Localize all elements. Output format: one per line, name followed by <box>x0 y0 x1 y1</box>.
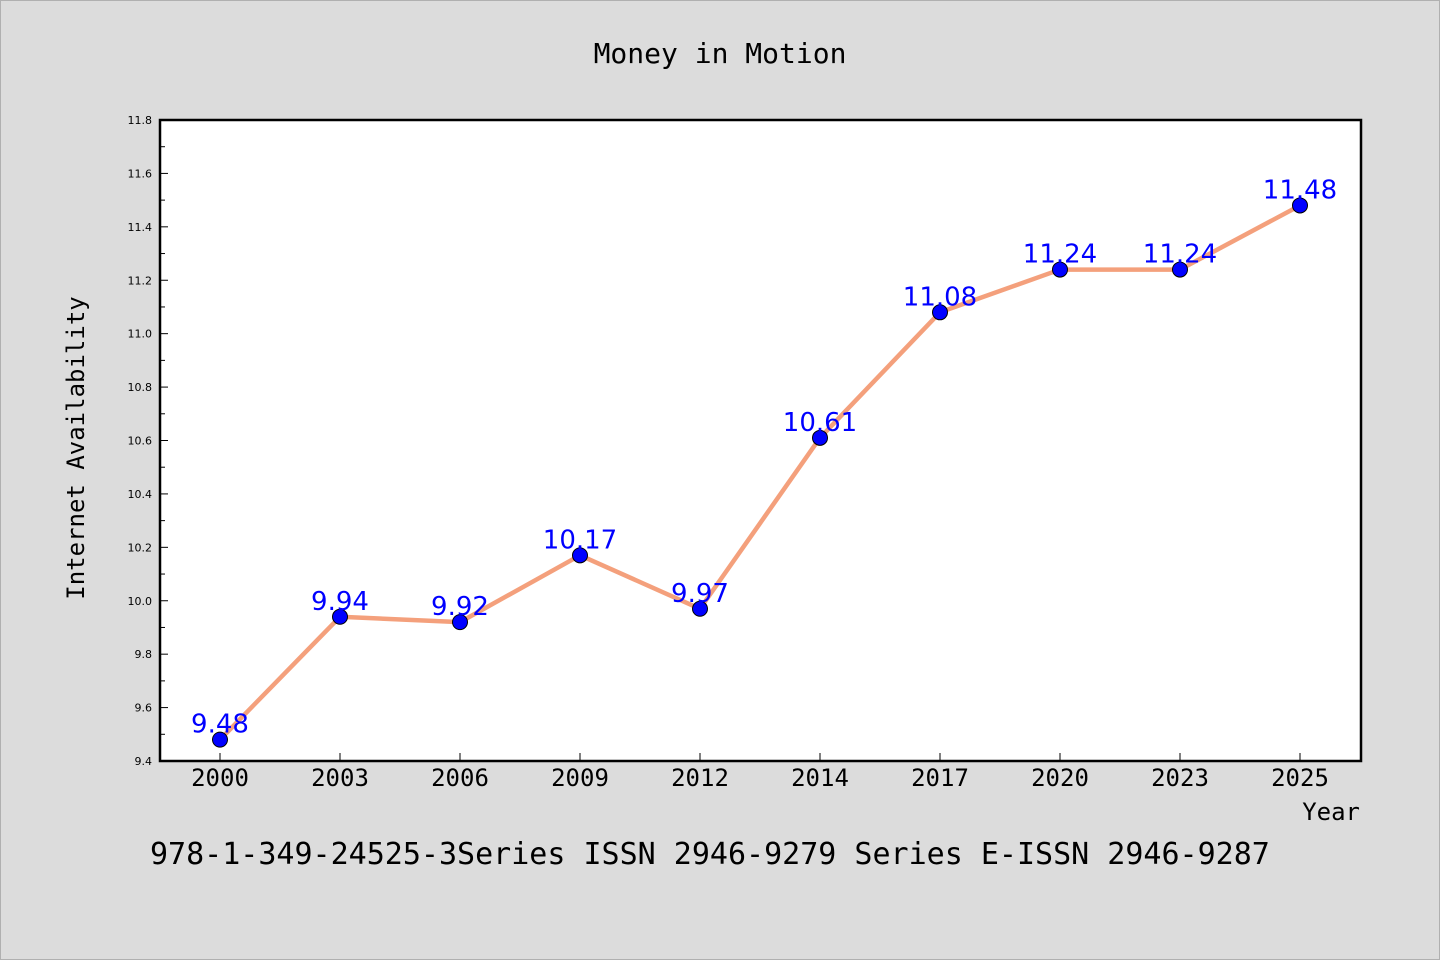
y-tick-label: 9.8 <box>135 648 153 661</box>
y-tick-label: 9.4 <box>135 755 153 768</box>
y-tick-label: 10.0 <box>128 595 153 608</box>
x-axis: 2000 2003 2006 2009 2012 2014 2017 2020 2023 2025 <box>191 753 1329 792</box>
y-tick-label: 11.8 <box>128 114 153 127</box>
data-point <box>452 614 468 631</box>
x-tick-label: 2012 <box>671 764 729 792</box>
series-line <box>218 203 1302 742</box>
data-label: 9.97 <box>671 579 729 609</box>
x-tick-label: 2000 <box>191 764 249 792</box>
data-label: 10.17 <box>543 525 617 555</box>
y-tick-label: 11.0 <box>128 328 153 341</box>
x-tick-label: 2020 <box>1031 764 1089 792</box>
data-label: 9.94 <box>311 587 369 617</box>
y-tick-label: 11.6 <box>128 167 153 180</box>
x-tick-label: 2017 <box>911 764 969 792</box>
data-label: 9.48 <box>191 710 249 740</box>
series <box>212 197 1308 748</box>
data-point <box>692 600 708 617</box>
data-point <box>1052 261 1068 278</box>
data-label: 11.08 <box>903 282 977 312</box>
y-axis-label: Internet Availability <box>62 296 90 599</box>
x-tick-label: 2006 <box>431 764 489 792</box>
x-tick-label: 2025 <box>1271 764 1329 792</box>
data-point <box>812 429 828 446</box>
y-tick-label: 10.2 <box>128 541 153 554</box>
data-point <box>332 608 348 625</box>
y-tick-label: 9.6 <box>135 702 153 715</box>
data-labels: 9.48 9.94 9.92 10.17 9.97 10.61 11.08 11.24 11.2… <box>191 175 1337 739</box>
data-label: 11.24 <box>1143 240 1217 270</box>
footer-isbn: 978-1-349-24525-3Series ISSN 2946-9279 S… <box>150 837 1270 872</box>
data-label: 11.24 <box>1023 240 1097 270</box>
y-tick-label: 10.6 <box>128 435 153 448</box>
y-tick-label: 10.4 <box>128 488 153 501</box>
y-axis: 9.4 9.6 9.8 10.0 10.2 10.4 10.6 10.8 11.0 11.2 11.… <box>128 114 168 768</box>
x-tick-label: 2023 <box>1151 764 1209 792</box>
data-label: 9.92 <box>431 592 489 622</box>
plot-area <box>158 118 1363 763</box>
data-point <box>572 547 588 564</box>
y-tick-label: 11.4 <box>128 221 153 234</box>
data-label: 11.48 <box>1263 175 1337 205</box>
x-tick-label: 2014 <box>791 764 849 792</box>
data-point <box>932 304 948 321</box>
x-tick-label: 2003 <box>311 764 369 792</box>
x-axis-label: Year <box>1302 798 1360 826</box>
y-tick-label: 10.8 <box>128 381 153 394</box>
y-tick-label: 11.2 <box>128 274 153 287</box>
chart-title: Money in Motion <box>594 37 847 70</box>
data-label: 10.61 <box>783 408 857 438</box>
data-point <box>1292 197 1308 214</box>
data-point <box>212 731 228 748</box>
x-tick-label: 2009 <box>551 764 609 792</box>
data-point <box>1172 261 1188 278</box>
